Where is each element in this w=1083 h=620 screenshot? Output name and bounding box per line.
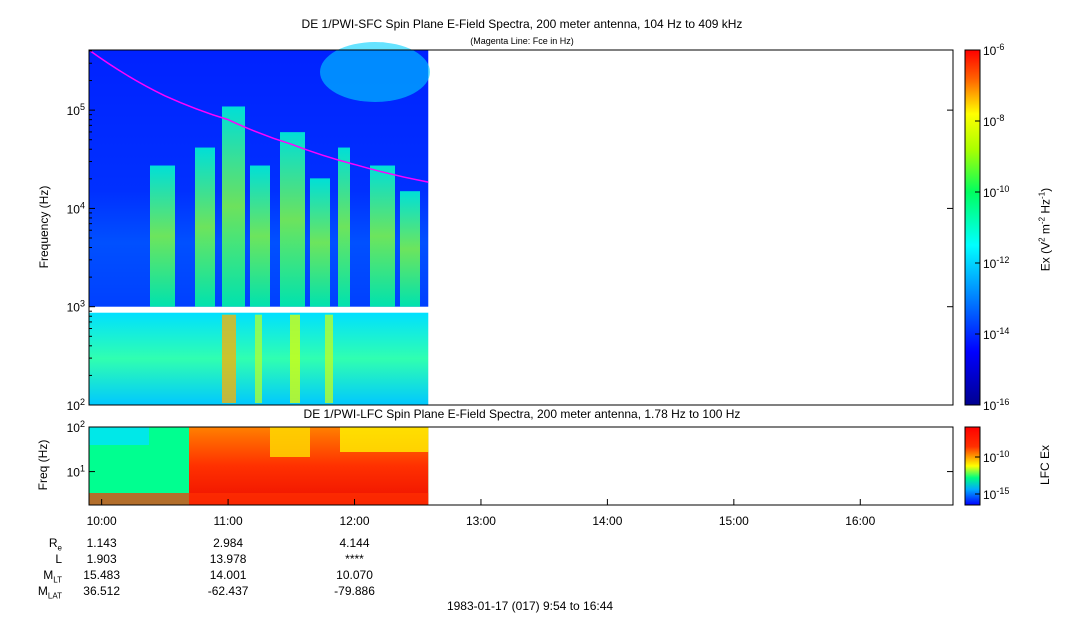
ephemeris-value: 10.070 bbox=[336, 568, 373, 582]
ephemeris-value: 13.978 bbox=[209, 552, 247, 566]
lfc-ytick-label: 101 bbox=[67, 464, 85, 480]
sfc-hiss-patch bbox=[320, 42, 430, 102]
sfc-title: DE 1/PWI-SFC Spin Plane E-Field Spectra,… bbox=[301, 17, 743, 31]
ephemeris-value: -62.437 bbox=[207, 584, 249, 598]
time-tick-label: 10:00 bbox=[87, 514, 117, 528]
sfc-burst bbox=[195, 147, 215, 307]
sfc-ytick-label: 102 bbox=[67, 397, 85, 413]
lfc-frame bbox=[88, 426, 954, 506]
sfc-streak bbox=[222, 314, 236, 403]
time-axis: 10:00 11:00 12:00 13:00 14:00 15:00 16:00 bbox=[87, 499, 876, 528]
date-range-footer: 1983-01-17 (017) 9:54 to 16:44 bbox=[446, 599, 614, 613]
sfc-subtitle: (Magenta Line: Fce in Hz) bbox=[470, 36, 574, 46]
sfc-colorbar-label: Ex (V2 m-2 Hz-1) bbox=[1037, 187, 1053, 272]
ephemeris-value: 36.512 bbox=[83, 584, 120, 598]
lfc-yellow bbox=[340, 427, 429, 452]
lfc-panel: 101 102 bbox=[67, 419, 954, 506]
sfc-burst bbox=[338, 147, 350, 307]
colorbar-tick-label: 10-14 bbox=[983, 326, 1009, 342]
sfc-burst bbox=[280, 132, 305, 307]
lfc-title: DE 1/PWI-LFC Spin Plane E-Field Spectra,… bbox=[303, 407, 741, 421]
sfc-frame bbox=[88, 49, 954, 406]
sfc-ytick-label: 103 bbox=[67, 299, 85, 315]
colorbar-tick-label: 10-12 bbox=[983, 255, 1009, 271]
ephemeris-row-label: Re bbox=[48, 536, 62, 553]
sfc-streak bbox=[325, 314, 333, 403]
colorbar-tick-label: 10-10 bbox=[983, 184, 1009, 200]
sfc-streak bbox=[255, 314, 262, 403]
ephemeris-value: -79.886 bbox=[334, 584, 375, 598]
ephemeris-row-label: L bbox=[55, 552, 62, 566]
colorbar-tick-label: 10-6 bbox=[983, 42, 1004, 58]
lfc-colorbar: 10-10 10-15 bbox=[964, 426, 1009, 506]
ephemeris-value: **** bbox=[345, 552, 364, 566]
ephemeris-value: 1.903 bbox=[86, 552, 117, 566]
ephemeris-value: 1.143 bbox=[86, 536, 117, 550]
sfc-panel: 102 103 104 105 bbox=[67, 42, 954, 413]
time-tick-label: 12:00 bbox=[340, 514, 370, 528]
sfc-ytick-label: 104 bbox=[67, 200, 85, 216]
ephemeris-row-label: MLAT bbox=[37, 584, 62, 601]
colorbar-tick-label: 10-10 bbox=[983, 449, 1009, 465]
lfc-ytick-label: 102 bbox=[67, 419, 85, 435]
lfc-colorbar-scale bbox=[964, 426, 981, 506]
colorbar-tick-label: 10-15 bbox=[983, 486, 1009, 502]
ephemeris-value: 4.144 bbox=[339, 536, 370, 550]
lfc-colorbar-label: LFC Ex bbox=[1038, 445, 1052, 486]
sfc-colorbar-scale bbox=[964, 49, 981, 406]
fce-line bbox=[88, 49, 429, 183]
sfc-burst bbox=[310, 178, 330, 307]
colorbar-tick-label: 10-8 bbox=[983, 113, 1004, 129]
sfc-burst bbox=[150, 165, 175, 307]
time-tick-label: 13:00 bbox=[466, 514, 496, 528]
sfc-streak bbox=[290, 314, 300, 403]
colorbar-tick-label: 10-16 bbox=[983, 397, 1009, 413]
sfc-ytick-label: 105 bbox=[67, 102, 85, 118]
ephemeris-value: 15.483 bbox=[83, 568, 120, 582]
sfc-ylabel: Frequency (Hz) bbox=[37, 185, 51, 269]
ephemeris-row-label: MLT bbox=[43, 568, 62, 585]
time-tick-label: 15:00 bbox=[719, 514, 749, 528]
sfc-burst bbox=[370, 165, 395, 307]
sfc-burst bbox=[250, 165, 270, 307]
time-tick-label: 14:00 bbox=[592, 514, 622, 528]
sfc-burst bbox=[400, 191, 420, 307]
lfc-yellow bbox=[270, 427, 310, 457]
time-tick-label: 11:00 bbox=[214, 514, 243, 528]
lfc-ylabel: Freq (Hz) bbox=[36, 439, 50, 491]
time-tick-label: 16:00 bbox=[845, 514, 875, 528]
sfc-burst bbox=[222, 106, 245, 307]
ephemeris-value: 14.001 bbox=[209, 568, 247, 582]
sfc-colorbar: 10-6 10-8 10-10 10-12 10-14 10-16 bbox=[964, 42, 1009, 413]
lfc-bottom bbox=[89, 493, 429, 505]
ephemeris-value: 2.984 bbox=[213, 536, 244, 550]
lfc-cyan bbox=[89, 427, 149, 445]
